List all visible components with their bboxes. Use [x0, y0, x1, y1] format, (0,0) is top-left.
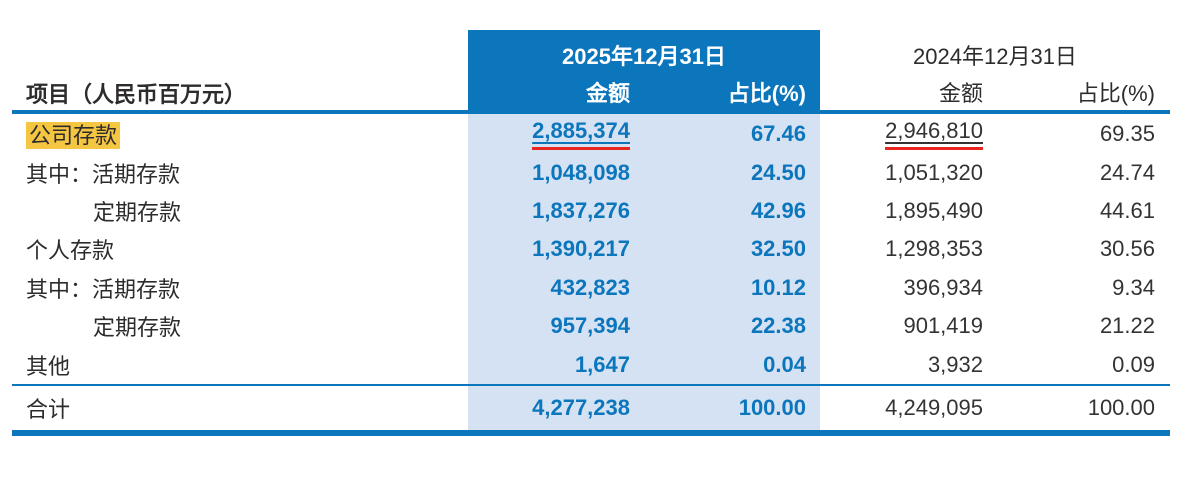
total-amount-2025: 4,277,238: [532, 395, 630, 420]
pct-2025: 10.12: [750, 274, 806, 300]
amount-2025-value: 1,837,276: [532, 197, 630, 223]
period-2025-subheaders: 金额 占比(%): [468, 78, 820, 114]
bottom-rule: [12, 430, 1170, 436]
header-rule: [12, 110, 1170, 114]
amount-2024-value: 3,932: [927, 351, 983, 377]
table-body: 公司存款 2,885,374 67.46 2,946,810 69.35 其中：活期存款 1…: [12, 115, 1170, 384]
amount-2025-value: 957,394: [550, 313, 630, 339]
label-text: 个人存款: [26, 238, 115, 264]
row-label: 定期存款: [12, 310, 468, 342]
table-row: 个人存款 1,390,217 32.50 1,298,353 30.56: [12, 230, 1170, 268]
amount-2024-value: 1,051,320: [885, 159, 983, 185]
pct-2024: 24.74: [1099, 159, 1155, 185]
amount-2025: 1,390,217: [468, 236, 643, 262]
table-row: 公司存款 2,885,374 67.46 2,946,810 69.35: [12, 115, 1170, 153]
label-text: 定期存款: [93, 199, 182, 225]
label-text: 其中：活期存款: [26, 276, 181, 302]
amount-2025-value: 432,823: [550, 274, 630, 300]
period-2024-date: 2024年12月31日: [913, 44, 1077, 69]
amount-2024-value: 2,946,810: [885, 119, 983, 151]
amount-2024-value: 901,419: [903, 313, 983, 339]
amount-2024: 2,946,810: [820, 118, 998, 151]
row-label: 定期存款: [12, 195, 468, 227]
pct-2024: 30.56: [1099, 236, 1155, 262]
label-text: 定期存款: [93, 315, 182, 341]
pct-2024: 0.09: [1112, 351, 1155, 377]
row-label: 其他: [12, 349, 468, 381]
total-label: 合计: [26, 397, 71, 422]
total-amount-2024: 4,249,095: [885, 395, 983, 420]
table-row: 其中：活期存款 1,048,098 24.50 1,051,320 24.74: [12, 153, 1170, 191]
table-row: 定期存款 957,394 22.38 901,419 21.22: [12, 307, 1170, 345]
total-pct-2025: 100.00: [738, 395, 806, 420]
total-divider-rule: [12, 384, 1170, 386]
period-2025-date: 2025年12月31日: [562, 44, 726, 69]
highlighted-label: 公司存款: [26, 122, 121, 150]
amount-2024-header: 金额: [938, 81, 983, 106]
amount-2025-value: 1,048,098: [532, 159, 630, 185]
period-2025-highlight-band: [468, 114, 820, 430]
amount-2025: 1,647: [468, 352, 643, 378]
amount-2025-value: 1,390,217: [532, 236, 630, 262]
pct-2025: 67.46: [750, 121, 806, 147]
amount-2024: 396,934: [820, 275, 998, 301]
row-label: 其中：活期存款: [12, 157, 468, 189]
pct-2025: 22.38: [750, 313, 806, 339]
amount-2024: 1,051,320: [820, 160, 998, 186]
pct-2024: 21.22: [1099, 313, 1155, 339]
pct-2025-header: 占比(%): [727, 81, 806, 106]
items-column-header: 项目（人民币百万元）: [26, 82, 247, 107]
amount-2024: 901,419: [820, 313, 998, 339]
amount-2024-value: 1,895,490: [885, 197, 983, 223]
amount-2024: 1,895,490: [820, 198, 998, 224]
pct-2025: 0.04: [763, 351, 806, 377]
label-text: 其他: [26, 353, 71, 379]
total-row: 合计 4,277,238 100.00 4,249,095 100.00: [12, 386, 1170, 430]
pct-2024: 44.61: [1099, 197, 1155, 223]
amount-2025-value: 1,647: [574, 351, 630, 377]
pct-2025: 42.96: [750, 197, 806, 223]
period-2025-header-block: 2025年12月31日 金额 占比(%): [468, 30, 820, 114]
table-row: 定期存款 1,837,276 42.96 1,895,490 44.61: [12, 192, 1170, 230]
pct-2025: 32.50: [750, 236, 806, 262]
pct-2025: 24.50: [750, 159, 806, 185]
total-pct-2024: 100.00: [1087, 395, 1155, 420]
label-text: 其中：活期存款: [26, 161, 181, 187]
row-label: 公司存款: [12, 118, 468, 150]
pct-2024: 9.34: [1112, 274, 1155, 300]
amount-2025: 1,837,276: [468, 198, 643, 224]
amount-2025-value: 2,885,374: [532, 119, 630, 151]
pct-2024-header: 占比(%): [1076, 81, 1155, 106]
amount-2025: 957,394: [468, 313, 643, 339]
table-row: 其中：活期存款 432,823 10.12 396,934 9.34: [12, 269, 1170, 307]
amount-2025: 432,823: [468, 275, 643, 301]
period-2024-subheaders: 金额 占比(%): [820, 78, 1170, 114]
pct-2024: 69.35: [1099, 121, 1155, 147]
amount-2024: 1,298,353: [820, 236, 998, 262]
row-label: 其中：活期存款: [12, 272, 468, 304]
period-2024-header-block: 2024年12月31日 金额 占比(%): [820, 30, 1170, 114]
amount-2024: 3,932: [820, 352, 998, 378]
amount-2025: 1,048,098: [468, 160, 643, 186]
table-row: 其他 1,647 0.04 3,932 0.09: [12, 345, 1170, 383]
amount-2025-header: 金额: [585, 81, 630, 106]
amount-2025: 2,885,374: [468, 118, 643, 151]
amount-2024-value: 396,934: [903, 274, 983, 300]
amount-2024-value: 1,298,353: [885, 236, 983, 262]
row-label: 个人存款: [12, 233, 468, 265]
